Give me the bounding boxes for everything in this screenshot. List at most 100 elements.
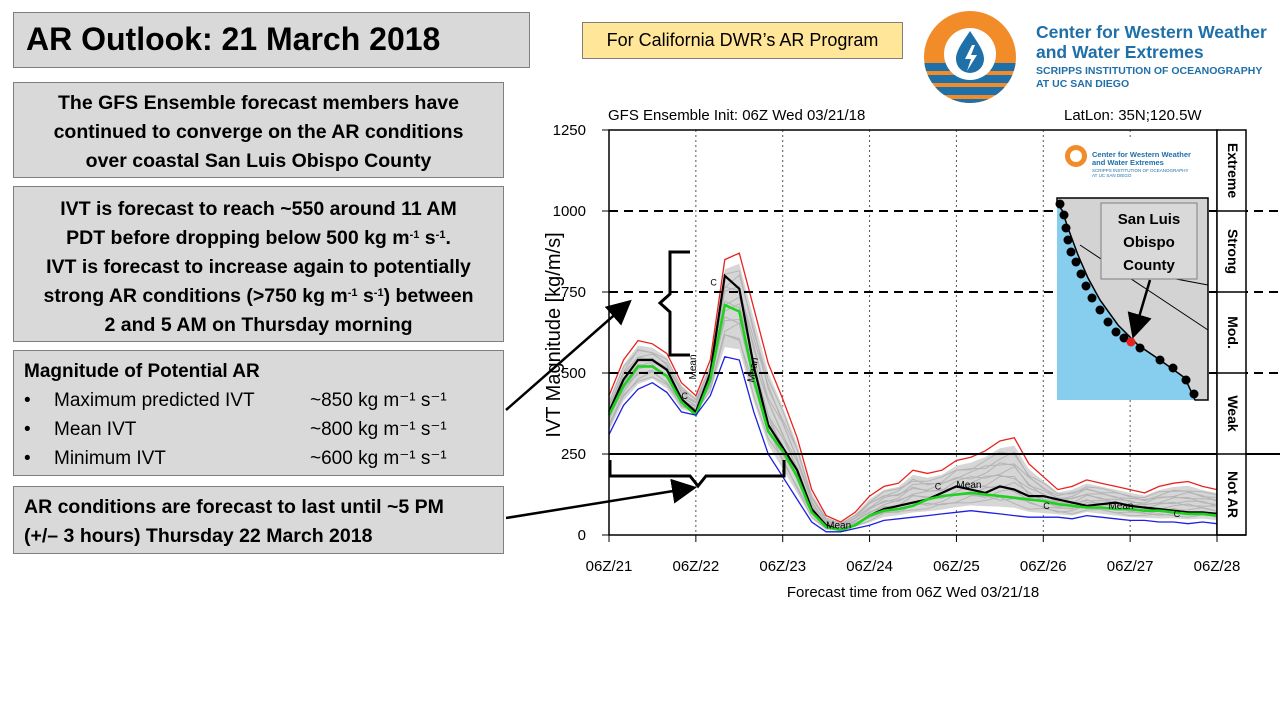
x-tick-label: 06Z/26 bbox=[1020, 558, 1067, 575]
svg-text:AT UC SAN DIEGO: AT UC SAN DIEGO bbox=[1092, 173, 1132, 178]
category-label: Not AR bbox=[1225, 471, 1241, 518]
inset-coast-point bbox=[1095, 305, 1105, 315]
x-axis-label: Forecast time from 06Z Wed 03/21/18 bbox=[787, 584, 1039, 601]
inset-ocean bbox=[1057, 198, 1208, 400]
inset-coast-point bbox=[1103, 317, 1113, 327]
ensemble-member-line bbox=[608, 270, 1218, 525]
ensemble-member-line bbox=[608, 316, 1218, 529]
inset-coast-point bbox=[1061, 223, 1071, 233]
inset-coast-points bbox=[1055, 199, 1199, 399]
program-label: For California DWR’s AR Program bbox=[582, 22, 903, 59]
inset-label-1: San Luis bbox=[1118, 211, 1181, 228]
inset-coast-point bbox=[1076, 269, 1086, 279]
mean-annotation: Mean bbox=[956, 480, 981, 491]
x-tick-label: 06Z/25 bbox=[933, 558, 980, 575]
x-tick-label: 06Z/28 bbox=[1194, 558, 1241, 575]
mean-annotation: Mean bbox=[1108, 501, 1133, 512]
inset-label-box bbox=[1100, 202, 1198, 280]
inset-arrow bbox=[1127, 279, 1152, 339]
inset-label-3: County bbox=[1123, 257, 1175, 274]
cw3e-logo-icon bbox=[924, 11, 1016, 103]
page-title-text: AR Outlook: 21 March 2018 bbox=[26, 21, 441, 57]
c-annotation: C bbox=[935, 482, 942, 492]
category-label: Strong bbox=[1225, 229, 1241, 274]
mean-annotation: Mean bbox=[746, 357, 761, 384]
inset-coast-point bbox=[1155, 355, 1165, 365]
y-axis-label: IVT Magnitude [kg/m/s] bbox=[543, 232, 565, 437]
inset-slo-point bbox=[1126, 337, 1136, 347]
category-label: Extreme bbox=[1225, 143, 1241, 198]
inset-coast-point bbox=[1181, 375, 1191, 385]
category-label: Weak bbox=[1225, 395, 1241, 432]
inset-coast-point bbox=[1189, 389, 1199, 399]
ensemble-member-line bbox=[608, 318, 1218, 529]
inset-land bbox=[1056, 197, 1209, 401]
inset-map: Center for Western Weather and Water Ext… bbox=[1055, 140, 1209, 401]
magnitude-row-max: • Maximum predicted IVT ~850 kg m⁻¹ s⁻¹ bbox=[24, 390, 447, 411]
inset-coast-point bbox=[1066, 247, 1076, 257]
ensemble-member-line bbox=[608, 274, 1218, 525]
x-tick-label: 06Z/27 bbox=[1107, 558, 1154, 575]
series-line-1 bbox=[607, 273, 1218, 532]
magnitude-title: Magnitude of Potential AR bbox=[24, 361, 260, 382]
magnitude-row-min: • Minimum IVT ~600 kg m⁻¹ s⁻¹ bbox=[24, 448, 447, 469]
cw3e-logo: Center for Western Weather and Water Ext… bbox=[922, 7, 1278, 107]
cw3e-subtitle: SCRIPPS INSTITUTION OF OCEANOGRAPHY AT U… bbox=[1036, 65, 1263, 90]
magnitude-arrow bbox=[505, 299, 632, 411]
svg-text:Center for Western Weather: Center for Western Weather bbox=[1092, 150, 1191, 159]
x-tick-label: 06Z/23 bbox=[759, 558, 806, 575]
magnitude-box: Magnitude of Potential AR • Maximum pred… bbox=[13, 350, 504, 476]
c-annotation: C bbox=[710, 278, 717, 288]
x-tick-label: 06Z/22 bbox=[673, 558, 720, 575]
x-tick-label: 06Z/21 bbox=[586, 558, 633, 575]
ensemble-member-line bbox=[608, 334, 1218, 531]
series-line-0 bbox=[608, 252, 1218, 523]
svg-text:and Water Extremes: and Water Extremes bbox=[1092, 158, 1164, 167]
inset-coast-point bbox=[1055, 199, 1065, 209]
duration-box: AR conditions are forecast to last until… bbox=[13, 486, 504, 554]
x-tick-label: 06Z/24 bbox=[846, 558, 893, 575]
ivt-forecast-box: IVT is forecast to reach ~550 around 11 … bbox=[13, 186, 504, 342]
ivt-line-2: PDT before dropping below 500 kg m-1 s-1… bbox=[66, 227, 451, 249]
c-annotation: C bbox=[1174, 509, 1181, 519]
inset-coast-point bbox=[1087, 293, 1097, 303]
mean-annotation: Mean bbox=[688, 354, 699, 379]
ensemble-member-line bbox=[608, 334, 1218, 531]
inset-label-2: Obispo bbox=[1123, 234, 1175, 251]
ensemble-spread bbox=[609, 263, 1217, 531]
inset-coast-point bbox=[1111, 327, 1121, 337]
duration-arrow bbox=[505, 478, 697, 520]
inset-coast-point bbox=[1071, 257, 1081, 267]
inset-coast-point bbox=[1059, 210, 1069, 220]
chart-title: GFS Ensemble Init: 06Z Wed 03/21/18 bbox=[608, 107, 865, 124]
page-title: AR Outlook: 21 March 2018 bbox=[13, 12, 530, 68]
ivt-line-4: strong AR conditions (>750 kg m-1 s-1) b… bbox=[43, 285, 474, 307]
inset-coast-point bbox=[1119, 333, 1129, 343]
series-line-3 bbox=[608, 356, 1218, 533]
ensemble-member-line bbox=[608, 286, 1218, 526]
y-tick-label: 1000 bbox=[553, 203, 586, 220]
category-column bbox=[1216, 129, 1247, 536]
y-tick-label: 250 bbox=[561, 446, 586, 463]
inset-coast-point bbox=[1135, 343, 1145, 353]
y-tick-label: 500 bbox=[561, 365, 586, 382]
magnitude-brace bbox=[657, 250, 690, 357]
duration-brace bbox=[608, 460, 786, 489]
mean-annotation: Mean bbox=[826, 521, 851, 532]
c-annotation: C bbox=[681, 391, 688, 401]
svg-text:SCRIPPS INSTITUTION OF OCEANOG: SCRIPPS INSTITUTION OF OCEANOGRAPHY bbox=[1092, 168, 1189, 173]
ensemble-member-line bbox=[608, 300, 1218, 528]
cw3e-name: Center for Western Weather and Water Ext… bbox=[1036, 22, 1267, 62]
c-annotation: C bbox=[1043, 501, 1050, 511]
y-tick-label: 750 bbox=[561, 284, 586, 301]
ensemble-member-line bbox=[608, 285, 1218, 526]
inset-coast-point bbox=[1081, 281, 1091, 291]
y-tick-label: 1250 bbox=[553, 122, 586, 139]
plot-frame bbox=[608, 129, 1218, 536]
inset-logo-icon bbox=[1065, 145, 1087, 167]
ensemble-member-line bbox=[608, 302, 1218, 528]
y-tick-label: 0 bbox=[578, 527, 586, 544]
inset-coast-point bbox=[1168, 363, 1178, 373]
ensemble-member-line bbox=[608, 296, 1218, 527]
chart-location: LatLon: 35N;120.5W bbox=[1064, 107, 1202, 124]
